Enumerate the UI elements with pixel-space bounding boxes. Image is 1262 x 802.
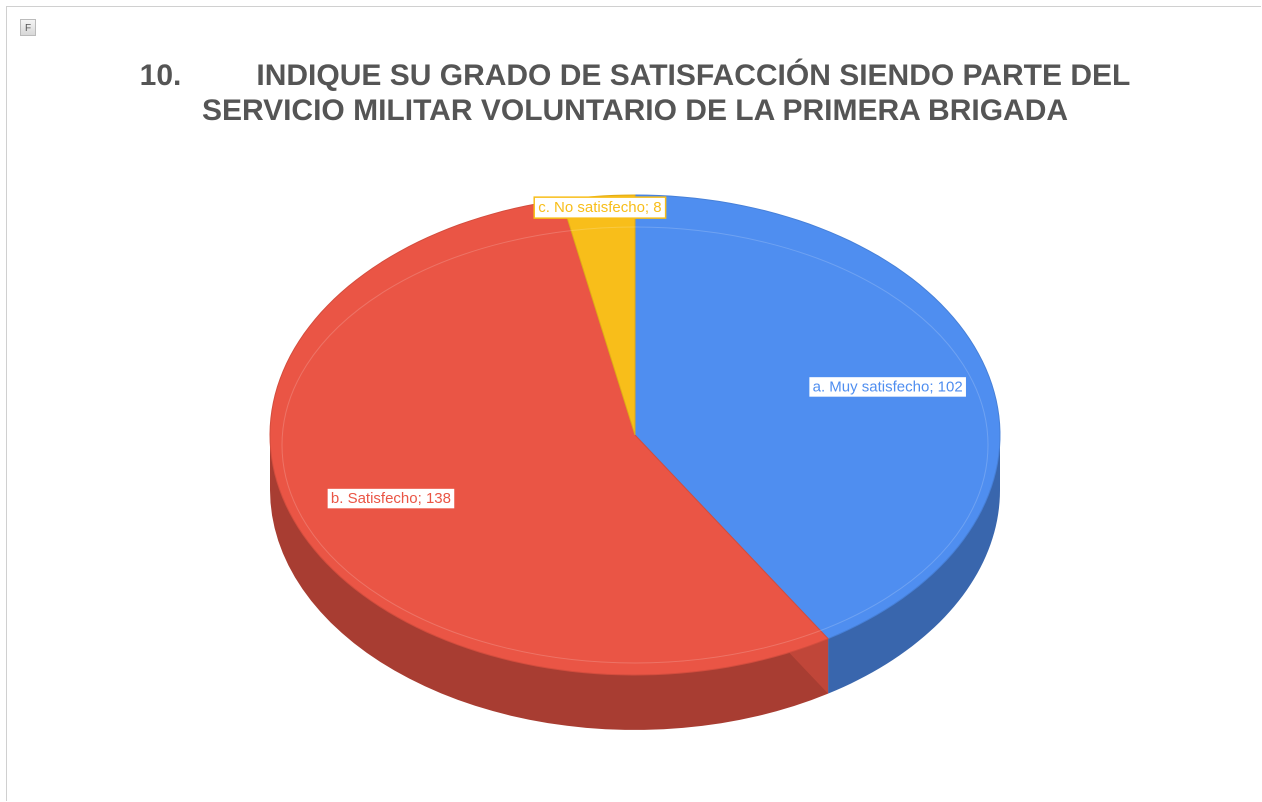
highlight — [281, 226, 989, 664]
slice — [269, 199, 829, 676]
chart-title: 10. INDIQUE SU GRADO DE SATISFACCIÓN SIE… — [139, 59, 1139, 127]
slice-side — [828, 435, 1000, 694]
slice — [634, 194, 1001, 640]
data-label: b. Satisfecho; 138 — [331, 490, 451, 507]
chart-frame — [6, 6, 1261, 801]
data-label-box — [807, 375, 968, 399]
data-label: c. No satisfecho; 8 — [538, 199, 661, 216]
data-label: a. Muy satisfecho; 102 — [813, 378, 963, 395]
data-label-box — [533, 196, 667, 219]
slice-side — [270, 435, 829, 730]
corner-button[interactable]: F — [20, 19, 36, 36]
data-label-box — [326, 487, 456, 510]
